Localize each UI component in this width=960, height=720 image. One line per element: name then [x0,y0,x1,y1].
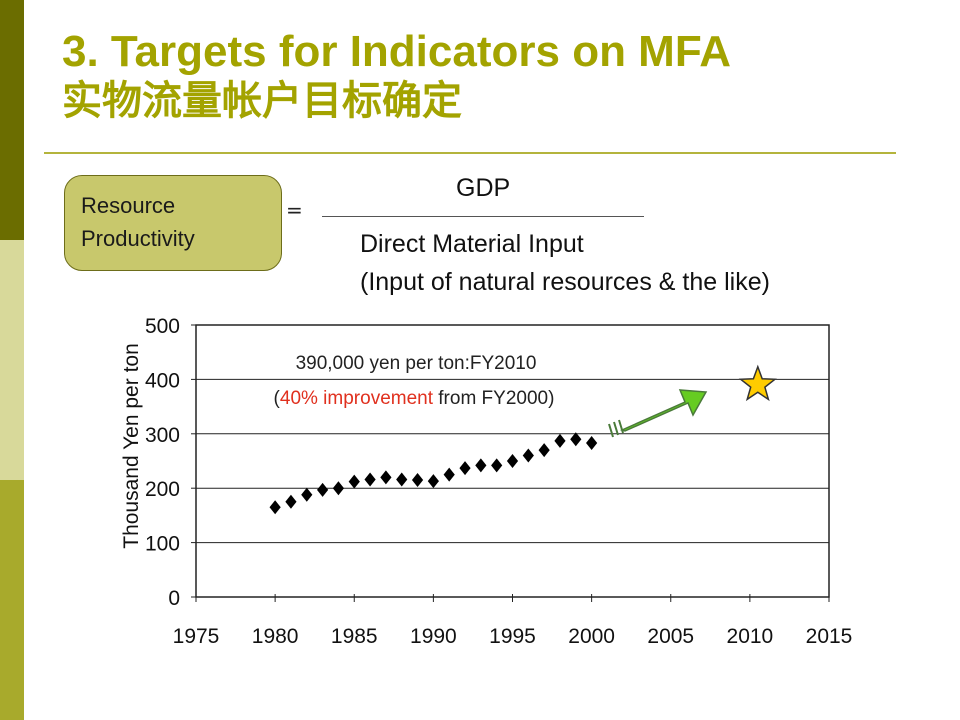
rp-label-line1: Resource [81,193,176,218]
annotation-rest: from FY2000) [433,388,554,409]
sidebar-band-top [0,0,24,240]
equals-sign: = [286,198,303,222]
fraction-bar [322,216,644,217]
formula-numerator: GDP [456,174,511,202]
sidebar-band-bottom [0,480,24,720]
x-tick-label: 2010 [727,625,774,648]
chart-ticks [191,324,830,602]
data-point [364,472,376,487]
data-point [475,458,487,473]
annotation-highlight: 40% improvement [280,388,434,409]
x-tick-label: 1975 [173,625,220,648]
data-point [380,470,392,485]
arrow-body [619,389,708,432]
y-axis-title: Thousand Yen per ton [120,343,143,549]
data-point [396,472,408,487]
data-point [285,494,297,509]
y-tick-label: 0 [168,587,180,610]
y-tick-label: 200 [145,478,180,501]
x-tick-label: 2005 [647,625,694,648]
target-star-icon [738,364,777,402]
x-tick-labels: 1975 1980 1985 1990 1995 2000 2005 2010 2015 [173,625,853,648]
trend-arrow-icon [608,389,708,438]
data-point [570,432,582,447]
data-point [554,433,566,448]
data-point [317,482,329,497]
target-annotation-line1: 390,000 yen per ton:FY2010 [296,353,537,374]
target-star [738,364,777,402]
arrow-tail-stripe [608,423,614,438]
y-tick-label: 100 [145,533,180,556]
data-point [522,448,534,463]
x-tick-label: 1995 [489,625,536,648]
slide-title-chinese: 实物流量帐户目标确定 [62,78,462,124]
data-point [301,487,313,502]
x-tick-label: 2000 [568,625,615,648]
sidebar-band-middle [0,240,24,480]
data-point [411,473,424,488]
data-point [459,461,471,476]
target-annotation-line2: (40% improvement from FY2000) [274,388,555,409]
annotation-open-paren: ( [274,388,281,409]
data-point [586,436,598,451]
resource-productivity-box: Resource Productivity [64,175,282,271]
data-point [491,458,503,473]
y-tick-label: 500 [145,315,180,338]
y-tick-label: 300 [145,424,180,447]
data-point [348,474,360,489]
arrow-tail-stripe [618,419,624,434]
sidebar-decoration [0,0,24,720]
y-tick-label: 400 [145,369,180,392]
x-tick-label: 1985 [331,625,378,648]
formula-denominator-line1: Direct Material Input [360,230,584,258]
x-tick-label: 2015 [806,625,853,648]
slide-title-english: 3. Targets for Indicators on MFA [62,27,732,76]
data-point [443,467,455,482]
formula-denominator-line2: (Input of natural resources & the like) [360,268,770,296]
x-tick-label: 1980 [252,625,299,648]
data-point [269,500,281,515]
y-tick-labels: 0 100 200 300 400 500 [145,315,180,610]
arrow-tail-stripe [613,421,619,436]
data-point [427,474,439,489]
data-point [506,454,519,468]
x-tick-label: 1990 [410,625,457,648]
slide-title: 3. Targets for Indicators on MFA 实物流量帐户目… [62,28,731,126]
chart-grid [196,378,829,544]
data-series [269,432,598,515]
data-point [538,443,550,458]
resource-productivity-label: Resource Productivity [81,189,195,255]
data-point [332,481,345,496]
title-divider [44,152,896,154]
rp-label-line2: Productivity [81,226,195,251]
